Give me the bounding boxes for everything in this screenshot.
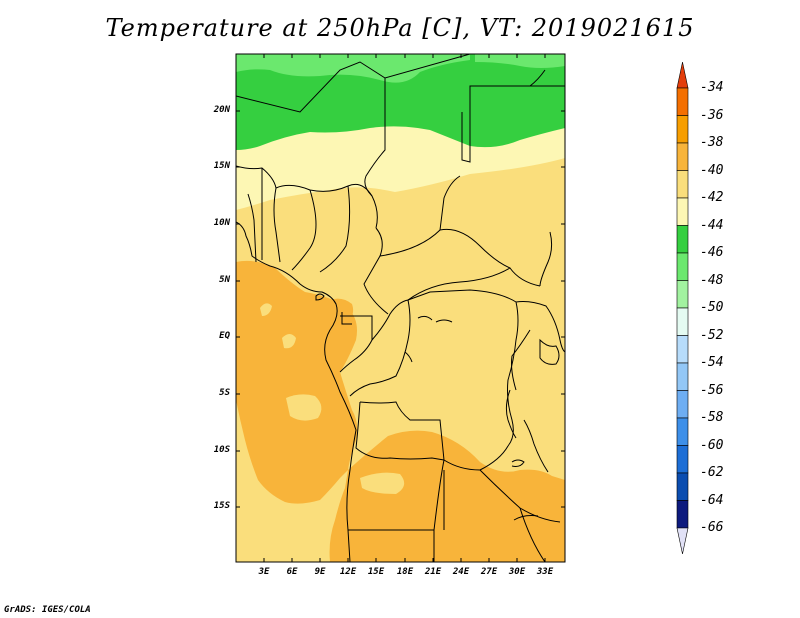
lat-label-5n: 5N xyxy=(219,275,230,285)
colorbar-label: -54 xyxy=(700,355,724,370)
colorbar-segment xyxy=(676,252,689,281)
colorbar-segment xyxy=(676,197,689,226)
colorbar-segment xyxy=(676,87,689,116)
lat-label-15s: 15S xyxy=(213,501,230,511)
lon-label-27e: 27E xyxy=(480,567,498,577)
colorbar-label: -60 xyxy=(700,437,724,453)
colorbar-label: -58 xyxy=(700,410,724,425)
colorbar-triangle-bottom xyxy=(676,527,689,555)
colorbar-segment xyxy=(676,417,689,446)
colorbar-segment xyxy=(676,170,689,199)
colorbar-label: -62 xyxy=(700,465,724,480)
colorbar-segment xyxy=(676,280,689,309)
colorbar-triangle-top xyxy=(676,61,689,89)
lon-label-9e: 9E xyxy=(314,567,326,577)
colorbar-label: -66 xyxy=(700,520,724,535)
colorbar-label: -48 xyxy=(700,272,724,288)
country-borders xyxy=(236,54,565,562)
credit-text: GrADS: IGES/COLA xyxy=(4,605,91,615)
colorbar-segment xyxy=(676,307,689,336)
colorbar-label: -64 xyxy=(700,492,724,508)
colorbar-segment xyxy=(676,142,689,171)
colorbar-segment xyxy=(676,445,689,474)
lat-label-10s: 10S xyxy=(213,445,230,455)
colorbar-label: -52 xyxy=(700,327,724,343)
lon-label-6e: 6E xyxy=(286,567,298,577)
colorbar-segment xyxy=(676,472,689,501)
colorbar-label: -56 xyxy=(700,382,724,398)
colorbar-label: -36 xyxy=(700,107,724,123)
lon-label-15e: 15E xyxy=(367,567,385,577)
lat-label-15n: 15N xyxy=(213,161,230,171)
lon-label-18e: 18E xyxy=(396,567,414,577)
temperature-field xyxy=(236,54,565,562)
colorbar-segment xyxy=(676,225,689,254)
lon-label-21e: 21E xyxy=(424,567,442,577)
colorbar-segment xyxy=(676,115,689,144)
lon-ticks xyxy=(263,54,546,562)
colorbar-segment xyxy=(676,500,689,529)
lat-label-20n: 20N xyxy=(213,105,230,115)
colorbar-label: -38 xyxy=(700,135,724,150)
lon-label-3e: 3E xyxy=(258,567,270,577)
colorbar-label: -44 xyxy=(700,217,724,233)
lat-ticks xyxy=(236,110,565,508)
lat-label-eq: EQ xyxy=(219,331,230,341)
colorbar-label: -42 xyxy=(700,190,724,205)
colorbar-segment xyxy=(676,335,689,364)
colorbar-segment xyxy=(676,362,689,391)
lon-label-12e: 12E xyxy=(339,567,357,577)
lon-label-33e: 33E xyxy=(536,567,554,577)
map-title: Temperature at 250hPa [C], VT: 201902161… xyxy=(105,14,695,42)
colorbar-label: -50 xyxy=(700,300,724,315)
colorbar-label: -46 xyxy=(700,245,724,260)
lat-label-10n: 10N xyxy=(213,218,230,228)
colorbar-label: -40 xyxy=(700,162,724,178)
lon-label-24e: 24E xyxy=(452,567,470,577)
lon-label-30e: 30E xyxy=(508,567,526,577)
colorbar xyxy=(676,61,689,555)
colorbar-label: -34 xyxy=(700,80,724,95)
map-frame xyxy=(235,53,566,563)
colorbar-segment xyxy=(676,390,689,419)
lat-label-5s: 5S xyxy=(219,388,230,398)
